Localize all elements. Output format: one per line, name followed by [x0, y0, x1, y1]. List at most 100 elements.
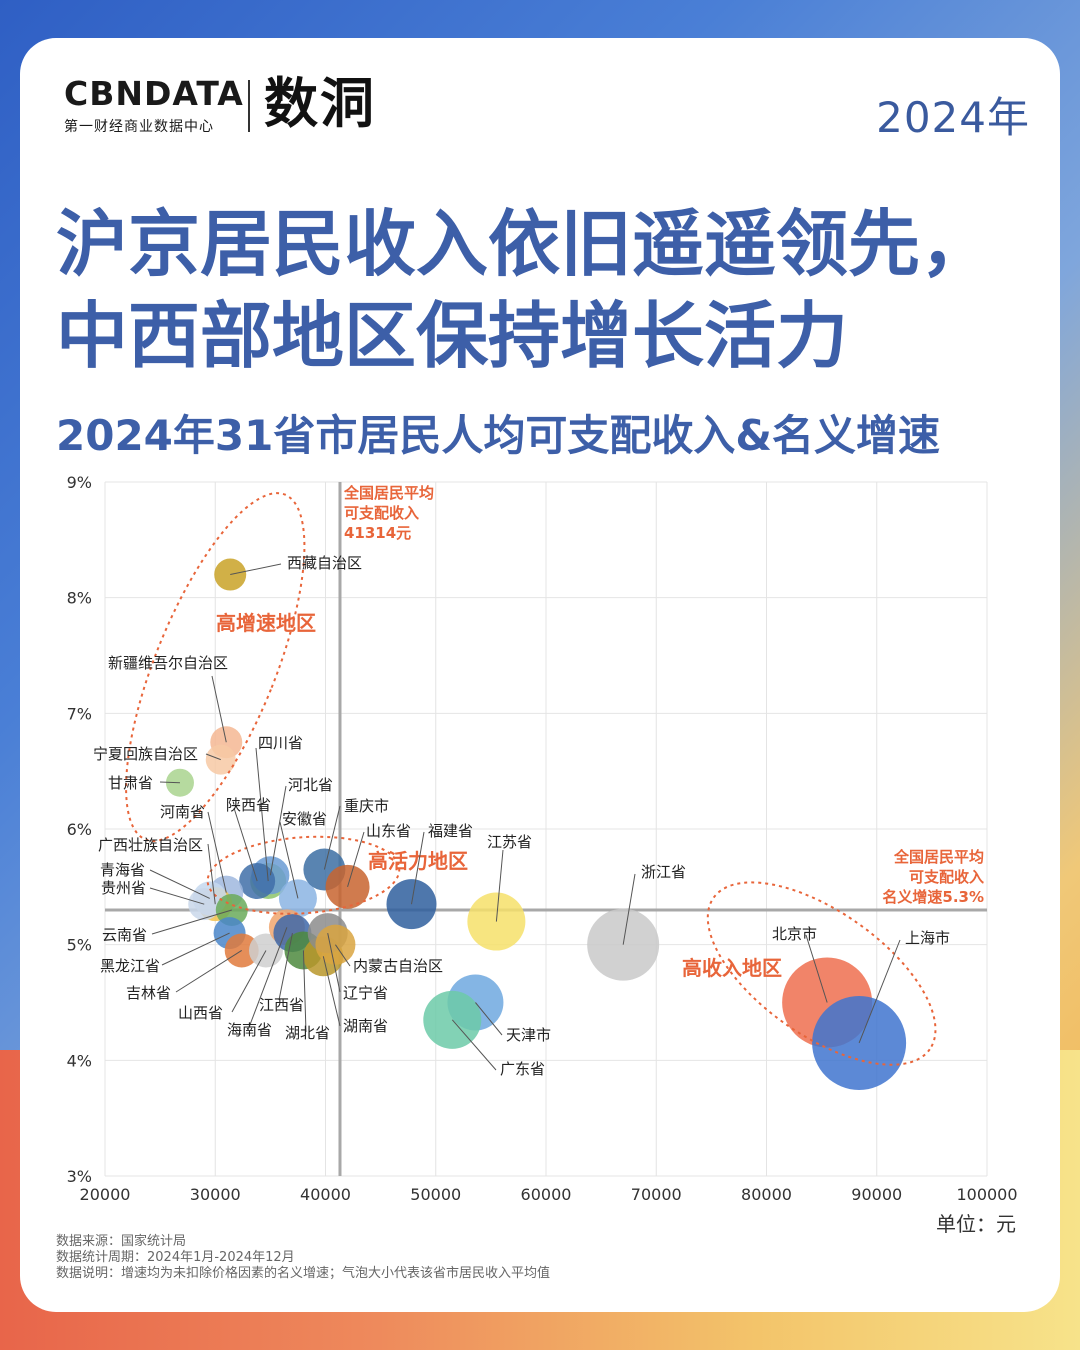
- point-label-吉林省: 吉林省: [126, 984, 171, 1002]
- leader-line-广西壮族自治区: [207, 843, 216, 905]
- poster-card: [20, 38, 1060, 1312]
- footnotes: 数据来源：国家统计局 数据统计周期：2024年1月-2024年12月 数据说明：…: [56, 1234, 550, 1282]
- x-tick-label: 100000: [956, 1185, 1017, 1204]
- cbndata-logo: CBNDATA 第一财经商业数据中心: [64, 76, 244, 136]
- leader-line-山西省: [231, 950, 267, 1013]
- point-label-陕西省: 陕西省: [226, 796, 271, 814]
- point-label-广西壮族自治区: 广西壮族自治区: [98, 836, 203, 854]
- leader-line-黑龙江省: [161, 932, 230, 966]
- chart-subtitle: 2024年31省市居民人均可支配收入&名义增速: [56, 411, 940, 460]
- leader-line-吉林省: [175, 950, 242, 993]
- leader-line-河南省: [207, 811, 227, 893]
- leader-line-西藏自治区: [230, 563, 282, 576]
- y-tick-label: 6%: [67, 820, 92, 839]
- y-tick-label: 9%: [67, 473, 92, 492]
- leader-line-北京市: [805, 934, 828, 1003]
- brand-name: CBNDATA: [64, 74, 244, 113]
- point-label-江西省: 江西省: [259, 996, 304, 1014]
- point-label-北京市: 北京市: [772, 925, 817, 943]
- x-tick-label: 70000: [631, 1185, 682, 1204]
- avg-income-label: 41314元: [344, 524, 411, 542]
- point-label-新疆维吾尔自治区: 新疆维吾尔自治区: [108, 654, 228, 672]
- region-label: 高增速地区: [216, 611, 316, 635]
- leader-line-浙江省: [622, 873, 636, 945]
- avg-growth-label: 可支配收入: [909, 868, 984, 886]
- footnote-period: 数据统计周期：2024年1月-2024年12月: [56, 1250, 295, 1265]
- avg-growth-label: 全国居民平均: [893, 848, 984, 866]
- avg-income-label: 可支配收入: [344, 504, 419, 522]
- region-ellipse: [706, 881, 937, 1066]
- bubble-吉林省: [224, 933, 259, 968]
- point-label-甘肃省: 甘肃省: [108, 774, 153, 792]
- y-tick-label: 3%: [67, 1167, 92, 1186]
- logo-divider: [248, 80, 250, 132]
- x-tick-label: 40000: [300, 1185, 351, 1204]
- point-label-内蒙古自治区: 内蒙古自治区: [353, 957, 443, 975]
- leader-line-天津市: [475, 1002, 503, 1036]
- leader-line-上海市: [858, 939, 901, 1044]
- point-label-重庆市: 重庆市: [344, 797, 389, 815]
- point-label-河南省: 河南省: [160, 803, 205, 821]
- x-tick-label: 60000: [521, 1185, 572, 1204]
- headline-line-2: 中西部地区保持增长活力: [56, 294, 849, 378]
- footnote-source: 数据来源：国家统计局: [56, 1234, 187, 1249]
- point-label-上海市: 上海市: [905, 929, 950, 947]
- region-label: 高收入地区: [682, 956, 782, 980]
- leader-line-云南省: [151, 909, 232, 935]
- leader-line-宁夏回族自治区: [205, 753, 221, 761]
- region-ellipse: [206, 835, 401, 915]
- leader-line-山东省: [347, 831, 365, 887]
- avg-income-label: 全国居民平均: [343, 484, 434, 502]
- x-tick-label: 50000: [410, 1185, 461, 1204]
- y-tick-label: 5%: [67, 936, 92, 955]
- headline: 沪京居民收入依旧遥遥领先， 中西部地区保持增长活力: [56, 198, 992, 382]
- point-label-山西省: 山西省: [178, 1004, 223, 1022]
- point-label-广东省: 广东省: [500, 1060, 545, 1078]
- point-label-青海省: 青海省: [100, 861, 145, 879]
- leader-line-湖北省: [302, 950, 307, 1033]
- unit-label: 单位：元: [936, 1212, 1016, 1236]
- x-tick-label: 80000: [741, 1185, 792, 1204]
- point-label-云南省: 云南省: [102, 926, 147, 944]
- x-tick-label: 20000: [80, 1185, 131, 1204]
- leader-line-青海省: [149, 869, 210, 899]
- year-label: 2024年: [876, 93, 1030, 142]
- footnote-note: 数据说明：增速均为未扣除价格因素的名义增速；气泡大小代表该省市居民收入平均值: [56, 1266, 551, 1281]
- y-tick-label: 4%: [67, 1051, 92, 1070]
- point-label-海南省: 海南省: [227, 1021, 272, 1039]
- leader-line-重庆市: [323, 805, 341, 870]
- avg-growth-label: 名义增速5.3%: [882, 888, 984, 906]
- leader-line-辽宁省: [327, 932, 341, 993]
- leader-line-湖南省: [322, 956, 341, 1027]
- leader-line-福建省: [411, 831, 425, 905]
- region-ellipse: [125, 492, 306, 842]
- leader-line-江西省: [278, 933, 293, 1001]
- shudong-logo: 数洞: [264, 72, 376, 135]
- point-label-山东省: 山东省: [366, 822, 411, 840]
- point-label-四川省: 四川省: [258, 734, 303, 752]
- y-tick-label: 8%: [67, 589, 92, 608]
- x-tick-label: 90000: [851, 1185, 902, 1204]
- point-label-贵州省: 贵州省: [101, 879, 146, 897]
- leader-line-陕西省: [233, 807, 258, 882]
- point-label-辽宁省: 辽宁省: [343, 984, 388, 1002]
- point-label-湖北省: 湖北省: [285, 1024, 330, 1042]
- y-tick-label: 7%: [67, 704, 92, 723]
- leader-line-甘肃省: [159, 781, 180, 784]
- leader-line-四川省: [255, 747, 269, 882]
- leader-line-广东省: [451, 1019, 497, 1071]
- point-label-西藏自治区: 西藏自治区: [287, 554, 362, 572]
- x-tick-label: 30000: [190, 1185, 241, 1204]
- leader-line-贵州省: [149, 887, 205, 905]
- leader-line-安徽省: [279, 821, 299, 899]
- leader-line-新疆维吾尔自治区: [211, 675, 227, 743]
- brand-subtitle: 第一财经商业数据中心: [64, 119, 214, 135]
- point-label-浙江省: 浙江省: [641, 863, 686, 881]
- leader-line-河北省: [269, 785, 287, 876]
- point-label-福建省: 福建省: [428, 822, 473, 840]
- headline-line-1: 沪京居民收入依旧遥遥领先，: [56, 202, 993, 286]
- point-label-天津市: 天津市: [506, 1026, 551, 1044]
- point-label-宁夏回族自治区: 宁夏回族自治区: [93, 745, 198, 763]
- point-label-湖南省: 湖南省: [343, 1017, 388, 1035]
